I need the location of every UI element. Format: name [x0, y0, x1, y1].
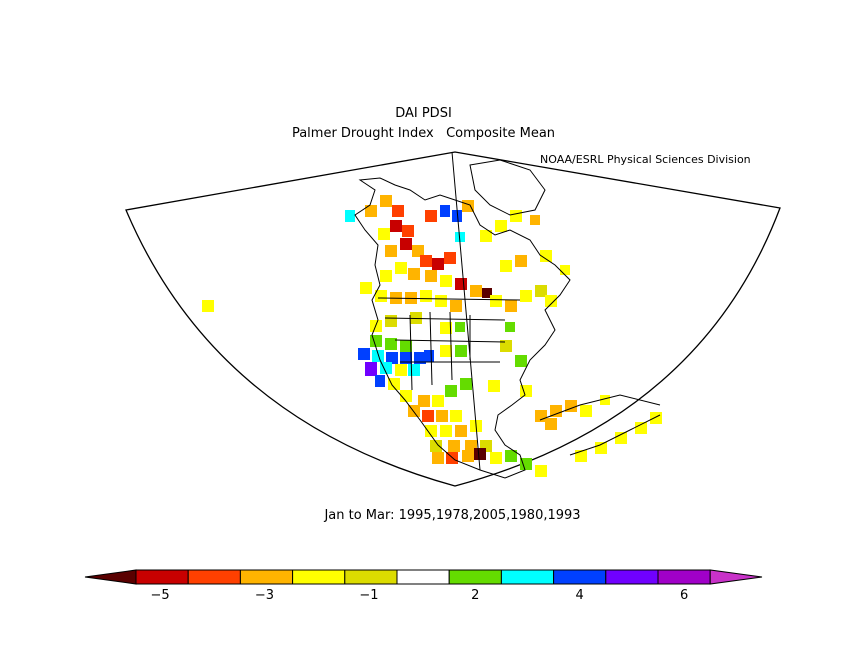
- legend-swatch: [135, 569, 189, 585]
- legend-arrow-low: [84, 569, 137, 585]
- legend-tick-label: −1: [359, 588, 378, 603]
- legend-tick-label: 6: [680, 588, 688, 603]
- legend-swatch: [605, 569, 659, 585]
- legend-tick-label: 2: [471, 588, 479, 603]
- legend-swatch: [239, 569, 294, 585]
- map-frame: [125, 151, 781, 487]
- legend-swatch: [292, 569, 346, 585]
- legend-tick-label: 4: [576, 588, 584, 603]
- composite-caption: Jan to Mar: 1995,1978,2005,1980,1993: [324, 508, 581, 523]
- legend-swatch: [657, 569, 711, 585]
- coastlines: [354, 151, 661, 479]
- legend-tick-label: −5: [151, 588, 170, 603]
- legend-swatch: [187, 569, 241, 585]
- credit-label: NOAA/ESRL Physical Sciences Division: [540, 153, 751, 166]
- map-title: DAI PDSI: [395, 106, 452, 121]
- legend-swatch: [448, 569, 502, 585]
- legend-arrow-high: [709, 569, 763, 585]
- legend-tick-label: −3: [255, 588, 274, 603]
- legend-swatch: [553, 569, 607, 585]
- legend-swatch: [396, 569, 450, 585]
- pdsi-cells: [202, 195, 662, 477]
- map-subtitle: Palmer Drought Index Composite Mean: [291, 126, 556, 141]
- legend-swatch: [344, 569, 398, 585]
- legend-swatch: [500, 569, 555, 585]
